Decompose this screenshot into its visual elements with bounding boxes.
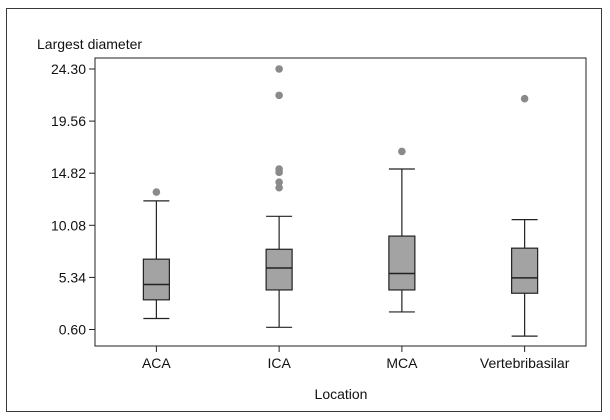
- chart-frame: [6, 8, 602, 412]
- y-tick-label: 24.30: [51, 61, 86, 77]
- y-tick-label: 19.56: [51, 113, 86, 129]
- outlier-point: [520, 94, 529, 103]
- outlier-point: [275, 91, 283, 100]
- box-mca: [388, 147, 416, 313]
- x-tick-label: Vertebribasilar: [480, 355, 570, 371]
- x-tick-label: ICA: [267, 355, 291, 371]
- y-tick-label: 0.60: [59, 322, 86, 338]
- y-tick-label: 5.34: [59, 269, 86, 285]
- boxes-layer: [142, 65, 539, 337]
- iqr-box: [265, 248, 293, 291]
- x-axis-label: Location: [315, 386, 368, 402]
- iqr-box: [142, 258, 170, 301]
- x-tick-label: ACA: [142, 355, 171, 371]
- x-axis: ACA ICA MCA Vertebribasilar: [142, 346, 570, 371]
- iqr-box: [388, 235, 416, 291]
- y-axis: 0.60 5.34 10.08 14.82 19.56 24.30: [51, 61, 95, 338]
- box-aca: [142, 188, 170, 320]
- y-tick-label: 10.08: [51, 217, 86, 233]
- plot-area: [94, 57, 587, 347]
- box-ica: [265, 65, 293, 328]
- y-axis-label: Largest diameter: [37, 36, 142, 52]
- outlier-point: [275, 165, 283, 173]
- y-tick-label: 14.82: [51, 165, 86, 181]
- outlier-point: [275, 183, 283, 192]
- x-tick-label: MCA: [386, 355, 418, 371]
- outlier-point: [275, 65, 283, 73]
- outlier-point: [152, 188, 161, 196]
- outlier-point: [275, 178, 283, 187]
- box-vertebribasilar: [511, 94, 539, 337]
- iqr-box: [511, 247, 539, 294]
- outlier-point: [398, 147, 406, 156]
